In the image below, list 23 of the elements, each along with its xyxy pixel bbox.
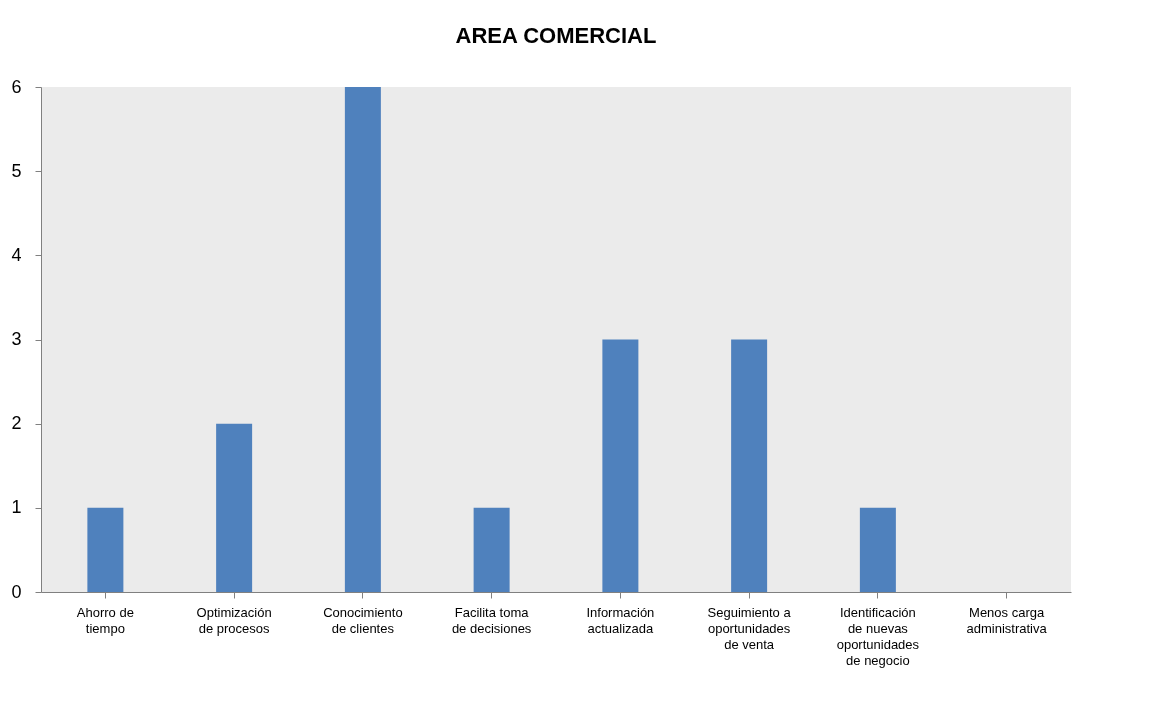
y-tick-label: 0 [11,581,22,602]
y-tick-label: 6 [11,76,22,97]
chart-title: AREA COMERCIAL [455,23,657,48]
x-tick-label: Seguimiento a oportunidades de venta [707,604,792,652]
bar [216,423,253,592]
x-tick-label: Facilita toma de decisiones [451,604,532,636]
y-tick-label: 5 [11,160,22,181]
bar [731,339,768,592]
y-tick-label: 3 [11,329,22,349]
x-tick-label: Optimización de procesos [196,604,272,636]
bar [859,507,896,592]
x-tick-label: Identificación de nuevas oportunidades de negocio [836,604,920,668]
y-tick-label: 4 [11,244,22,265]
bar [602,339,639,592]
y-tick-label: 1 [11,497,22,518]
x-tick-label: Ahorro de tiempo [76,604,134,636]
y-tick-label: 2 [11,413,22,434]
x-tick-label: Menos carga administrativa [966,604,1048,636]
x-tick-label: Conocimiento de clientes [323,604,403,636]
x-tick-label: Información actualizada [586,604,655,636]
bar [87,507,124,592]
bar [473,507,510,592]
bar [344,87,381,592]
